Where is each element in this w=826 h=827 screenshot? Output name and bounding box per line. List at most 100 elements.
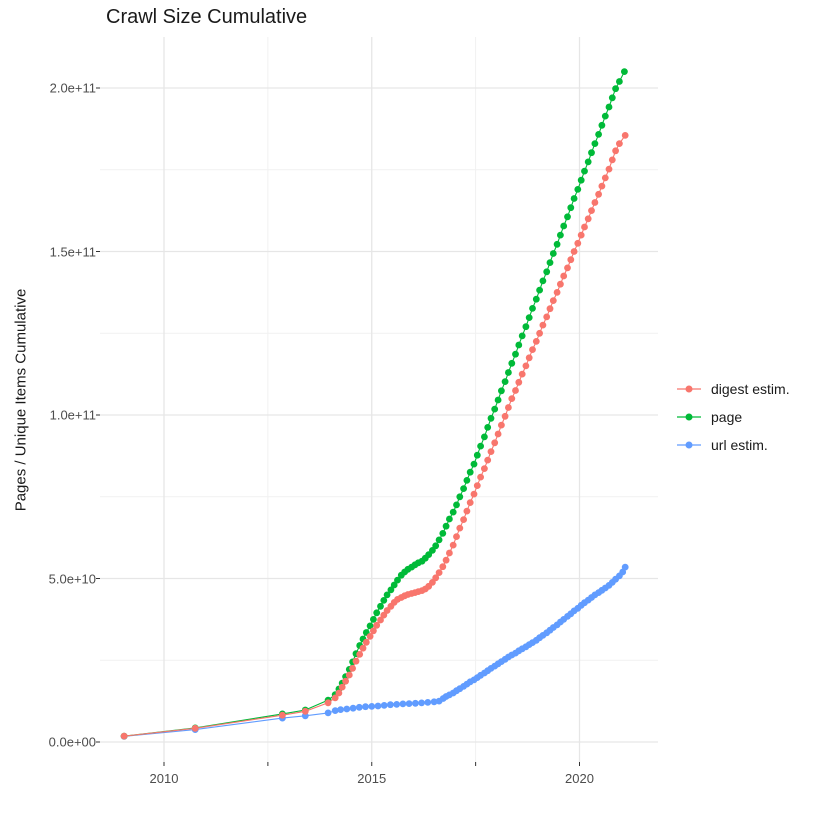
data-point — [574, 239, 582, 247]
data-point — [460, 516, 467, 523]
data-point — [466, 499, 474, 506]
data-point — [349, 704, 357, 712]
data-point — [577, 176, 585, 184]
data-point — [442, 522, 450, 530]
y-tick-label: 1.5e+11 — [49, 244, 96, 259]
data-point — [279, 711, 286, 719]
data-point — [595, 131, 602, 138]
data-point — [605, 103, 613, 111]
data-point — [595, 190, 602, 198]
data-point — [529, 346, 536, 353]
data-point — [567, 256, 575, 264]
data-point — [605, 165, 613, 173]
data-point — [570, 195, 578, 202]
y-tick-label: 2.0e+11 — [49, 80, 96, 96]
data-point — [435, 536, 443, 544]
data-point — [449, 541, 457, 549]
data-point — [553, 240, 561, 248]
data-point — [557, 280, 564, 288]
legend-key-icon — [677, 413, 701, 421]
data-point — [342, 677, 349, 685]
data-point — [120, 732, 128, 740]
data-point — [473, 451, 481, 459]
legend-key-icon — [677, 441, 701, 449]
data-point — [359, 644, 367, 652]
data-point — [549, 297, 557, 304]
data-point — [463, 477, 471, 484]
data-point — [560, 222, 568, 230]
data-point — [356, 651, 364, 658]
data-point — [387, 701, 394, 709]
data-point — [616, 78, 623, 85]
data-point — [374, 702, 382, 710]
data-point — [373, 621, 381, 629]
data-point — [543, 313, 551, 321]
series-digest-estim- — [120, 132, 629, 740]
data-point — [621, 563, 629, 571]
data-point — [553, 289, 561, 296]
data-point — [515, 378, 523, 386]
data-point — [505, 404, 512, 411]
data-point — [491, 439, 499, 447]
data-point — [584, 215, 592, 223]
data-point — [405, 700, 413, 707]
legend-item-page: page — [676, 408, 790, 426]
data-point — [491, 405, 499, 413]
data-point — [536, 329, 543, 337]
data-point — [366, 622, 374, 630]
data-point — [498, 421, 505, 429]
series-url-estim- — [120, 563, 629, 740]
legend-label: url estim. — [711, 437, 768, 453]
data-point — [383, 591, 391, 599]
data-point — [366, 633, 374, 640]
data-point — [399, 700, 407, 708]
data-point — [370, 627, 377, 635]
data-point — [380, 597, 388, 604]
data-point — [508, 395, 516, 402]
data-point — [377, 616, 384, 624]
data-point — [481, 465, 488, 472]
data-point — [390, 581, 398, 589]
data-point — [453, 501, 460, 509]
data-point — [498, 387, 505, 395]
series-page — [120, 68, 628, 740]
data-point — [598, 121, 606, 129]
data-point — [512, 387, 519, 394]
data-point — [570, 248, 578, 255]
data-point — [393, 701, 401, 708]
data-point — [394, 576, 401, 584]
data-point — [581, 223, 588, 231]
data-point — [549, 250, 557, 257]
data-point — [581, 167, 588, 175]
x-tick-label: 2015 — [357, 771, 387, 786]
data-point — [536, 286, 543, 294]
data-point — [362, 703, 369, 711]
data-point — [532, 295, 540, 303]
data-point — [301, 707, 309, 715]
legend-item-url-estim-: url estim. — [676, 436, 790, 454]
data-point — [456, 493, 464, 501]
legend: digest estim. page url estim. — [676, 380, 790, 454]
data-point — [518, 332, 526, 340]
data-point — [418, 699, 425, 707]
data-point — [335, 689, 343, 697]
data-point — [435, 569, 443, 576]
data-point — [412, 699, 419, 707]
data-point — [338, 683, 346, 691]
data-point — [430, 698, 438, 706]
data-point — [387, 586, 395, 594]
x-tick-label: 2010 — [149, 771, 179, 786]
data-point — [567, 204, 575, 212]
data-point — [588, 207, 595, 215]
x-tick-label: 2020 — [565, 771, 594, 786]
data-point — [484, 424, 492, 431]
data-point — [432, 542, 440, 550]
data-point — [473, 482, 481, 489]
data-point — [518, 370, 526, 378]
data-point — [481, 433, 488, 441]
data-point — [601, 174, 609, 182]
data-point — [577, 231, 585, 239]
data-point — [501, 378, 509, 385]
data-point — [546, 305, 554, 313]
data-point — [380, 702, 388, 709]
